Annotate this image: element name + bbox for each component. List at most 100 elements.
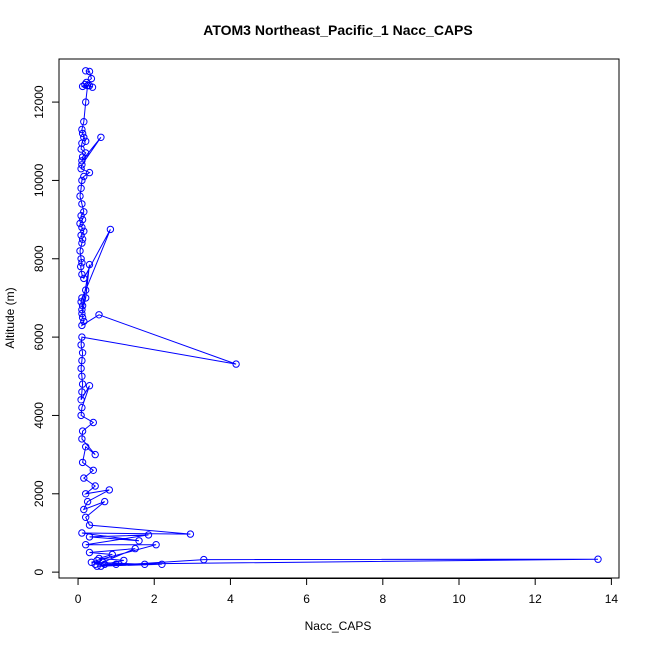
data-point — [594, 555, 602, 563]
data-point — [76, 192, 84, 200]
data-point — [101, 497, 109, 506]
data-point — [80, 474, 88, 482]
data-point — [85, 260, 94, 269]
x-tick-label: 6 — [303, 592, 310, 606]
data-point — [93, 562, 101, 570]
y-axis: 0 2000 4000 6000 8000 10000 12000 — [32, 85, 60, 575]
data-point — [78, 403, 86, 412]
data-point — [77, 364, 85, 373]
x-tick-label: 10 — [452, 592, 466, 606]
data-point — [82, 294, 90, 302]
data-point — [85, 67, 94, 76]
data-point — [77, 341, 85, 349]
data-point — [186, 530, 195, 538]
data-point — [78, 215, 87, 224]
data-point — [78, 235, 87, 243]
data-point — [78, 306, 86, 314]
data-point — [77, 298, 85, 306]
data-point — [77, 184, 85, 193]
y-tick-label: 12000 — [32, 85, 46, 119]
data-point — [87, 558, 96, 566]
data-point — [78, 349, 87, 357]
data-point — [82, 137, 90, 146]
data-point — [78, 176, 86, 185]
x-tick-label: 12 — [529, 592, 543, 606]
data-point — [78, 529, 86, 537]
data-point — [82, 98, 90, 106]
y-tick-label: 8000 — [32, 245, 46, 272]
x-axis-label: Nacc_CAPS — [305, 619, 372, 633]
data-point — [78, 321, 86, 330]
x-tick-label: 0 — [75, 592, 82, 606]
data-point — [78, 270, 86, 279]
data-point — [89, 466, 98, 474]
data-point — [106, 225, 115, 234]
data-point — [85, 382, 94, 390]
data-point — [131, 544, 139, 553]
data-point — [144, 531, 153, 539]
data-point — [80, 172, 88, 181]
data-point — [78, 435, 86, 443]
data-point — [78, 294, 86, 302]
data-point — [78, 380, 87, 388]
data-point — [78, 161, 86, 169]
data-point — [77, 212, 85, 220]
data-point — [76, 219, 84, 228]
data-point — [91, 482, 99, 490]
data-point — [78, 125, 86, 134]
data-point — [78, 427, 87, 435]
y-tick-label: 0 — [32, 568, 46, 575]
data-point — [78, 333, 86, 341]
data-point — [78, 309, 86, 318]
data-point — [78, 372, 86, 380]
data-point — [80, 274, 88, 283]
data-point — [77, 255, 85, 263]
data-point — [77, 411, 85, 420]
data-point — [82, 490, 90, 498]
data-point — [78, 200, 86, 208]
data-point — [95, 554, 103, 563]
x-tick-label: 14 — [605, 592, 619, 606]
data-point — [83, 497, 92, 506]
data-point — [77, 145, 85, 153]
data-point — [80, 118, 88, 126]
data-point — [101, 560, 109, 568]
series-layer — [76, 67, 602, 570]
data-point — [85, 533, 94, 541]
data-point — [83, 81, 92, 90]
data-point — [78, 458, 87, 467]
data-point — [80, 317, 88, 326]
data-point — [135, 537, 143, 545]
data-point — [82, 67, 90, 75]
data-point — [78, 356, 86, 365]
data-point — [78, 82, 87, 91]
data-point — [82, 513, 90, 521]
data-point — [77, 262, 85, 271]
data-point — [91, 450, 99, 459]
y-tick-label: 6000 — [32, 323, 46, 350]
data-point — [78, 239, 86, 247]
chart-title: ATOM3 Northeast_Pacific_1 Nacc_CAPS — [203, 22, 472, 38]
data-point — [97, 133, 105, 142]
data-point — [112, 560, 120, 568]
data-point — [87, 74, 96, 83]
data-point — [77, 396, 85, 404]
plot-frame — [58, 58, 620, 579]
x-tick-label: 8 — [379, 592, 386, 606]
y-tick-label: 2000 — [32, 480, 46, 507]
data-point — [85, 521, 94, 529]
data-point — [85, 168, 94, 177]
data-point — [78, 157, 86, 165]
y-tick-label: 10000 — [32, 163, 46, 197]
data-point — [141, 560, 149, 568]
x-axis: 0 2 4 6 8 10 12 14 — [75, 578, 619, 606]
data-point — [105, 486, 114, 494]
data-point — [78, 313, 87, 322]
data-point — [78, 223, 86, 232]
data-point — [78, 129, 87, 138]
data-point — [200, 555, 208, 564]
data-point — [78, 153, 87, 161]
data-point — [108, 550, 117, 559]
x-tick-label: 2 — [151, 592, 158, 606]
data-point — [91, 560, 99, 568]
